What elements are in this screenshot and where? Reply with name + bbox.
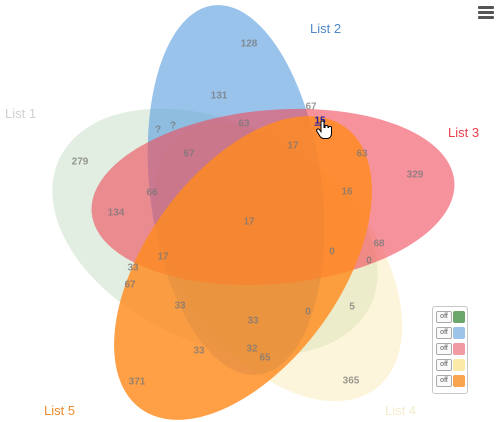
list-label-1[interactable]: List 1: [5, 106, 36, 121]
toggle-list-2-state[interactable]: off: [436, 327, 452, 339]
toggle-panel: off off off off off: [432, 306, 468, 394]
region-count[interactable]: 65: [259, 353, 271, 364]
region-count[interactable]: 16: [341, 187, 353, 198]
toggle-list-4-state[interactable]: off: [436, 359, 452, 371]
region-count[interactable]: 32: [246, 344, 258, 355]
toggle-list-1[interactable]: off: [436, 311, 466, 323]
toggle-list-5[interactable]: off: [436, 375, 466, 387]
region-count[interactable]: 33: [127, 263, 139, 274]
toggle-list-3-swatch: [453, 343, 465, 355]
region-count[interactable]: 329: [407, 170, 424, 181]
region-count[interactable]: 33: [193, 346, 205, 357]
toggle-list-3[interactable]: off: [436, 343, 466, 355]
region-count[interactable]: 17: [243, 217, 255, 228]
region-count[interactable]: ?: [155, 125, 161, 136]
menu-icon[interactable]: [476, 4, 496, 22]
list-label-3[interactable]: List 3: [448, 125, 479, 140]
region-count[interactable]: 68: [373, 239, 385, 250]
toggle-list-5-swatch: [453, 375, 465, 387]
list-label-4[interactable]: List 4: [385, 403, 416, 418]
toggle-list-3-state[interactable]: off: [436, 343, 452, 355]
region-count[interactable]: 63: [356, 149, 368, 160]
region-count[interactable]: 17: [157, 252, 169, 263]
region-count[interactable]: 371: [129, 377, 146, 388]
toggle-list-4-swatch: [453, 359, 465, 371]
region-count[interactable]: 134: [108, 208, 125, 219]
list-label-2[interactable]: List 2: [310, 21, 341, 36]
region-count[interactable]: 33: [174, 301, 186, 312]
toggle-list-1-swatch: [453, 311, 465, 323]
region-count[interactable]: 5: [349, 302, 355, 313]
region-count[interactable]: 128: [241, 39, 258, 50]
region-count[interactable]: 67: [183, 149, 195, 160]
toggle-list-2[interactable]: off: [436, 327, 466, 339]
region-count[interactable]: 17: [287, 141, 299, 152]
region-count[interactable]: 66: [146, 188, 158, 199]
region-count[interactable]: 131: [211, 91, 228, 102]
toggle-list-2-swatch: [453, 327, 465, 339]
hand-cursor-icon: [316, 120, 332, 139]
region-count[interactable]: 0: [366, 256, 372, 267]
region-count[interactable]: 67: [124, 280, 136, 291]
venn-set-5[interactable]: [62, 70, 423, 422]
region-count[interactable]: 15: [314, 116, 326, 127]
region-count[interactable]: 0: [329, 247, 335, 258]
region-count[interactable]: ?: [170, 121, 176, 132]
toggle-list-4[interactable]: off: [436, 359, 466, 371]
toggle-list-5-state[interactable]: off: [436, 375, 452, 387]
toggle-list-1-state[interactable]: off: [436, 311, 452, 323]
region-count[interactable]: 365: [343, 376, 360, 387]
region-count[interactable]: 279: [72, 157, 89, 168]
region-count[interactable]: 0: [305, 307, 311, 318]
region-count[interactable]: 33: [247, 316, 259, 327]
region-count[interactable]: 67: [305, 102, 317, 113]
list-label-5[interactable]: List 5: [44, 403, 75, 418]
region-count[interactable]: 63: [238, 119, 250, 130]
